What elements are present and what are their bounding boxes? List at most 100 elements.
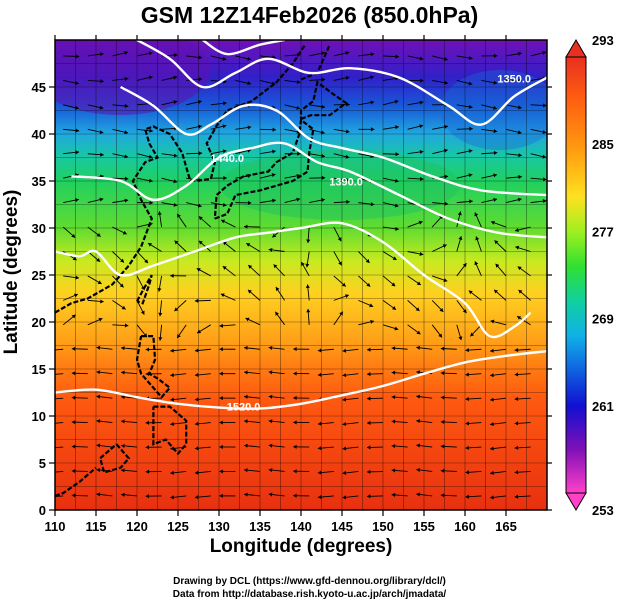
streamline-arrow bbox=[222, 124, 227, 129]
streamline-arrow bbox=[465, 372, 469, 377]
contour-labels: 1520.0 1440.0 1350.0 1390.0 bbox=[210, 73, 531, 413]
streamline-arrow bbox=[71, 371, 76, 376]
streamline-arrow bbox=[297, 151, 301, 156]
streamline-arrow bbox=[121, 370, 125, 375]
streamline-arrow bbox=[514, 421, 519, 426]
streamline-arrow bbox=[321, 153, 325, 158]
streamline-arrow bbox=[296, 79, 301, 85]
streamline-arrow bbox=[321, 77, 326, 82]
streamline-arrow bbox=[493, 197, 498, 202]
streamline-arrow bbox=[367, 494, 371, 499]
streamline-arrow bbox=[320, 130, 325, 135]
streamline-arrow bbox=[100, 152, 104, 157]
streamline-arrow bbox=[174, 307, 179, 312]
streamline-arrow bbox=[157, 211, 162, 215]
streamline-arrow bbox=[392, 256, 397, 260]
streamline-arrow bbox=[518, 78, 522, 83]
streamline-arrow bbox=[170, 470, 174, 475]
streamline-arrow bbox=[247, 56, 251, 61]
streamline-arrow bbox=[170, 273, 174, 278]
y-tick-label: 30 bbox=[32, 221, 46, 236]
streamline-arrow bbox=[272, 127, 276, 132]
streamline-arrow bbox=[542, 129, 547, 134]
streamline-arrow bbox=[194, 446, 199, 451]
streamline-arrow bbox=[147, 243, 152, 247]
streamline-arrow bbox=[247, 81, 252, 86]
x-axis: 110 115 120 125 130 135 140 145 150 155 160 165 bbox=[45, 35, 517, 534]
streamline-arrow bbox=[416, 443, 420, 448]
streamline-arrow bbox=[342, 421, 347, 427]
streamline-arrow bbox=[367, 372, 371, 377]
streamline-arrow bbox=[391, 346, 396, 351]
streamline-arrow bbox=[194, 298, 199, 303]
streamline-arrow bbox=[71, 314, 76, 319]
streamline-arrow bbox=[222, 241, 227, 246]
streamline-arrow bbox=[96, 370, 101, 375]
streamline-arrow bbox=[458, 236, 463, 241]
x-tick-label: 120 bbox=[126, 519, 148, 534]
colorbar-body bbox=[565, 56, 587, 494]
streamline-arrow bbox=[416, 492, 420, 497]
streamline-arrow bbox=[75, 80, 79, 86]
streamline-arrow bbox=[99, 105, 104, 110]
streamline-arrow bbox=[144, 259, 149, 264]
streamline-arrow bbox=[469, 199, 473, 204]
streamline-arrow bbox=[415, 307, 420, 312]
streamline-arrow bbox=[490, 319, 495, 324]
streamline-arrow bbox=[273, 264, 278, 269]
streamline-arrow bbox=[341, 282, 346, 287]
streamline-arrow bbox=[367, 347, 371, 352]
streamline-arrow bbox=[394, 178, 399, 183]
streamline-arrow bbox=[222, 202, 227, 207]
streamline-arrow bbox=[440, 444, 445, 449]
streamline-arrow bbox=[443, 57, 448, 62]
streamline-arrow bbox=[301, 261, 305, 266]
streamline-arrow bbox=[71, 444, 76, 449]
streamline-arrow bbox=[244, 443, 248, 448]
colorbar-label: 253 bbox=[592, 503, 614, 518]
streamline-arrow bbox=[96, 257, 101, 262]
streamline-arrow bbox=[458, 336, 463, 341]
streamline-arrow bbox=[73, 293, 78, 298]
streamline-arrow bbox=[342, 446, 347, 451]
streamline-arrow bbox=[221, 219, 226, 224]
streamline-arrow bbox=[47, 373, 51, 377]
x-tick-label: 155 bbox=[413, 519, 435, 534]
y-tick-label: 20 bbox=[32, 315, 46, 330]
streamline-arrow bbox=[158, 312, 163, 317]
streamline-arrow bbox=[100, 79, 104, 84]
streamline-arrow bbox=[518, 153, 522, 158]
streamline-arrow bbox=[517, 130, 522, 135]
x-tick-label: 150 bbox=[372, 519, 394, 534]
height-contours bbox=[55, 40, 547, 410]
streamline-arrow bbox=[394, 99, 399, 104]
streamline-arrow bbox=[438, 333, 443, 338]
streamline-arrow bbox=[99, 130, 104, 135]
streamline-arrow bbox=[394, 326, 399, 331]
x-axis-label: Longitude (degrees) bbox=[209, 536, 393, 557]
streamline-arrow bbox=[317, 421, 322, 426]
streamline-arrow bbox=[223, 101, 227, 106]
streamline-arrow bbox=[194, 495, 199, 500]
streamline-arrow bbox=[490, 446, 494, 451]
streamline-arrow bbox=[542, 154, 547, 159]
streamline-arrow bbox=[148, 154, 153, 159]
y-tick-label: 10 bbox=[32, 409, 46, 424]
streamline-arrow bbox=[494, 289, 499, 294]
streamline-arrow bbox=[219, 444, 223, 450]
streamline-arrow bbox=[317, 495, 322, 500]
streamline-arrow bbox=[440, 468, 445, 473]
streamline-arrow bbox=[296, 105, 301, 110]
contour-line bbox=[55, 221, 532, 339]
colorbar-bottom-arrow bbox=[565, 492, 587, 511]
streamline-arrow bbox=[145, 445, 150, 450]
streamline-arrow bbox=[272, 198, 276, 203]
streamline-arrow bbox=[391, 492, 396, 497]
streamline-arrow bbox=[468, 290, 473, 295]
x-tick-label: 145 bbox=[331, 519, 353, 534]
streamline-arrow bbox=[121, 419, 125, 424]
streamline-arrow bbox=[96, 443, 101, 448]
streamline-arrow bbox=[219, 396, 223, 401]
streamline-arrow bbox=[514, 396, 519, 401]
